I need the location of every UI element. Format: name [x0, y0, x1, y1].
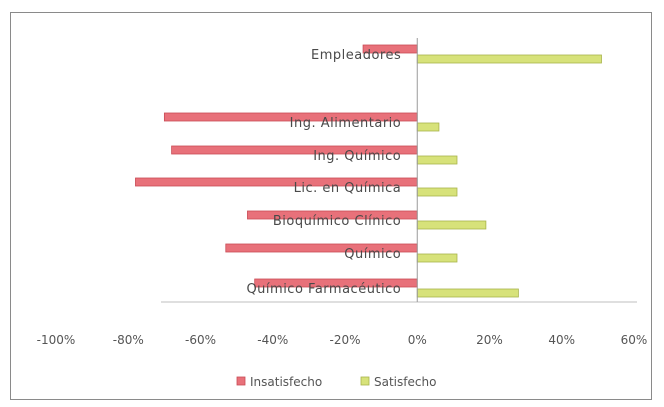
bar-satisfecho-0	[416, 54, 602, 64]
x-tick-label: 40%	[548, 333, 575, 347]
category-label: Ing. Químico	[313, 149, 401, 164]
bar-chart: Empleadores Ing. Alimentario Ing. Químico L…	[37, 38, 648, 389]
bar-satisfecho-2	[416, 155, 458, 165]
category-label: Bioquímico Clínico	[273, 214, 401, 229]
bar-satisfecho-3	[416, 187, 458, 197]
legend-label-satisfecho: Satisfecho	[374, 375, 436, 389]
bar-satisfecho-5	[416, 253, 458, 263]
legend-swatch-insatisfecho	[236, 376, 246, 386]
x-tick-label: 60%	[621, 333, 648, 347]
x-tick-label: -60%	[185, 333, 216, 347]
bar-satisfecho-6	[416, 288, 519, 298]
chart-frame: Empleadores Ing. Alimentario Ing. Químico L…	[10, 12, 652, 400]
legend-label-insatisfecho: Insatisfecho	[250, 375, 322, 389]
x-tick-label: 0%	[408, 333, 427, 347]
category-label: Químico Farmacéutico	[246, 282, 401, 297]
bar-satisfecho-4	[416, 220, 487, 230]
bar-satisfecho-1	[416, 122, 440, 132]
category-label: Químico	[344, 247, 401, 262]
x-tick-label: -80%	[113, 333, 144, 347]
x-tick-label: -100%	[37, 333, 76, 347]
category-label: Lic. en Química	[294, 181, 402, 196]
x-tick-label: 20%	[476, 333, 503, 347]
category-label: Ing. Alimentario	[290, 116, 402, 131]
x-tick-label: -20%	[329, 333, 360, 347]
category-label: Empleadores	[311, 48, 401, 63]
x-tick-label: -40%	[257, 333, 288, 347]
legend-swatch-satisfecho	[360, 376, 370, 386]
